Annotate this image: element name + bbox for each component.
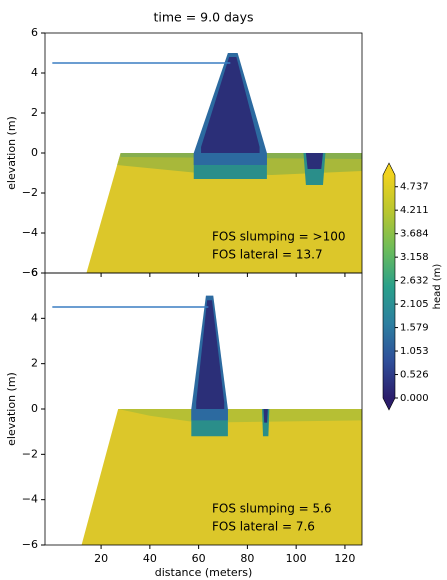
y-tick-label: 0 <box>31 146 38 159</box>
x-tick-label: 20 <box>94 552 108 565</box>
contour-region <box>81 409 362 545</box>
y-tick-label: −4 <box>22 493 38 506</box>
plot-area <box>52 53 362 273</box>
colorbar-extend-top <box>383 163 395 175</box>
colorbar-tick-label: 1.053 <box>400 346 429 357</box>
x-axis-label: distance (meters) <box>155 566 253 579</box>
chart-title: time = 9.0 days <box>153 10 253 25</box>
y-tick-label: 4 <box>31 311 38 324</box>
annotation: FOS lateral = 13.7 <box>212 248 323 262</box>
y-tick-label: 0 <box>31 402 38 415</box>
contour-region <box>196 300 225 409</box>
x-tick-label: 80 <box>240 552 254 565</box>
annotation: FOS slumping = 5.6 <box>212 502 332 516</box>
colorbar-tick-label: 0.526 <box>400 370 429 381</box>
y-tick-label: −6 <box>22 538 38 551</box>
x-tick-label: 100 <box>286 552 307 565</box>
colorbar-outline <box>382 162 396 411</box>
colorbar <box>383 175 395 398</box>
contour-region <box>201 57 260 153</box>
x-tick-label: 120 <box>334 552 355 565</box>
colorbar-tick-label: 1.579 <box>400 323 429 334</box>
colorbar-extend-bottom <box>383 398 395 410</box>
colorbar-tick-label: 4.737 <box>400 182 429 193</box>
contour-region <box>263 409 268 423</box>
y-tick-label: 2 <box>31 357 38 370</box>
y-axis-label: elevation (m) <box>5 116 18 190</box>
y-tick-label: −2 <box>22 447 38 460</box>
y-tick-label: 2 <box>31 106 38 119</box>
y-tick-label: 4 <box>31 66 38 79</box>
colorbar-tick-label: 0.000 <box>400 393 429 404</box>
y-tick-label: −2 <box>22 186 38 199</box>
x-tick-label: 40 <box>143 552 157 565</box>
colorbar-tick-label: 4.211 <box>400 205 429 216</box>
colorbar-tick-label: 2.105 <box>400 299 429 310</box>
contour-region <box>86 153 362 273</box>
y-tick-label: −6 <box>22 266 38 279</box>
y-tick-label: 6 <box>31 266 38 279</box>
y-axis-label: elevation (m) <box>5 372 18 446</box>
contour-region <box>118 409 362 423</box>
annotation: FOS lateral = 7.6 <box>212 520 315 534</box>
annotation: FOS slumping = >100 <box>212 230 345 244</box>
colorbar-tick-label: 3.158 <box>400 252 429 263</box>
colorbar-label: head (m) <box>432 264 443 310</box>
x-tick-label: 60 <box>192 552 206 565</box>
y-tick-label: −4 <box>22 226 38 239</box>
colorbar-tick-label: 3.684 <box>400 229 429 240</box>
colorbar-tick-label: 2.632 <box>400 276 429 287</box>
plot-area <box>52 295 362 545</box>
contour-region <box>305 153 323 169</box>
y-tick-label: 6 <box>31 26 38 39</box>
